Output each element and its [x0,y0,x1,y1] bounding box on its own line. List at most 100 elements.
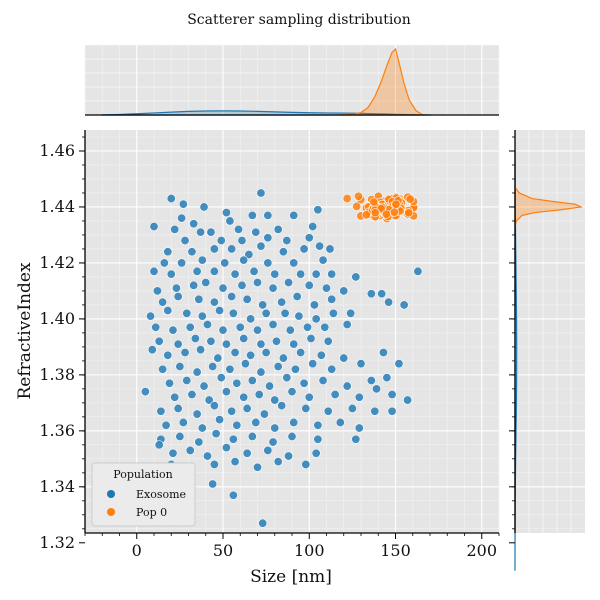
exosome-point [166,269,176,279]
exosome-point [173,339,183,349]
exosome-point [253,278,263,288]
exosome-point [239,255,249,265]
exosome-point [258,300,268,310]
exosome-point [294,311,304,321]
x-tick-label: 150 [380,541,411,560]
exosome-point [277,401,287,411]
exosome-point [237,236,247,246]
exosome-point [289,258,299,268]
exosome-point [209,266,219,276]
pop0-point [342,194,352,204]
exosome-point [282,373,292,383]
exosome-point [158,364,168,374]
exosome-point [256,339,266,349]
exosome-point [285,325,295,335]
exosome-point [221,339,231,349]
y-tick-label: 1.38 [39,365,75,384]
exosome-point [209,297,219,307]
exosome-point [178,417,188,427]
exosome-point [215,415,225,425]
x-tick-label: 200 [466,541,497,560]
exosome-point [187,389,197,399]
exosome-point [394,359,404,369]
exosome-point [163,306,173,316]
right-marginal-grid [514,130,585,544]
pop0-point [361,210,371,220]
pop0-point [352,201,362,211]
exosome-point [356,359,366,369]
exosome-point [261,308,271,318]
exosome-point [315,241,325,251]
exosome-point [221,443,231,453]
exosome-point [173,292,183,302]
exosome-point [271,336,281,346]
legend-marker-pop0 [107,508,115,516]
exosome-point [165,378,175,388]
exosome-point [270,269,280,279]
exosome-point [190,333,200,343]
exosome-point [290,364,300,374]
exosome-point [246,350,256,360]
exosome-point [301,403,311,413]
exosome-point [327,294,337,304]
exosome-point [182,308,192,318]
exosome-point [387,389,397,399]
exosome-point [242,448,252,458]
exosome-point [234,224,244,234]
exosome-point [163,350,173,360]
exosome-point [284,451,294,461]
exosome-point [237,280,247,290]
exosome-point [342,320,352,330]
exosome-point [228,434,238,444]
exosome-point [187,247,197,257]
exosome-point [339,353,349,363]
exosome-point [227,292,237,302]
exosome-point [313,205,323,215]
exosome-point [175,361,185,371]
legend-marker-exosome [107,490,115,498]
exosome-point [280,308,290,318]
exosome-point [253,325,263,335]
main-axes: 0 50 100 150 200 1.32 1.34 1.36 1.38 1.40 1.42 1.4… [39,130,500,560]
exosome-point [185,322,195,332]
exosome-point [177,213,187,223]
exosome-point [242,294,252,304]
exosome-point [351,272,361,282]
exosome-point [209,401,219,411]
right-kde-pop0 [514,185,584,227]
exosome-point [239,392,249,402]
exosome-point [202,451,212,461]
exosome-point [154,440,164,450]
x-axis-label: Size [nm] [250,567,332,587]
right-marginal-ticks [509,136,515,544]
exosome-point [192,367,202,377]
exosome-point [170,224,180,234]
exosome-point [230,457,240,467]
exosome-point [178,199,188,209]
exosome-point [287,387,297,397]
y-tick-label: 1.36 [39,421,75,440]
exosome-point [173,403,183,413]
exosome-point [227,244,237,254]
top-kde-pop0 [340,47,426,116]
exosome-point [149,222,159,232]
exosome-point [225,364,235,374]
legend: Population Exosome Pop 0 [91,462,196,527]
exosome-point [158,297,168,307]
exosome-point [220,258,230,268]
exosome-point [268,283,278,293]
right-marginal-background [515,130,585,533]
exosome-point [216,373,226,383]
pop0-point [381,209,391,219]
exosome-point [284,278,294,288]
x-ticks: 0 50 100 150 200 [84,533,500,560]
exosome-point [194,294,204,304]
exosome-point [299,378,309,388]
exosome-point [168,448,178,458]
x-tick-label: 0 [132,541,142,560]
exosome-point [318,255,328,265]
exosome-point [166,194,176,204]
legend-box [91,462,196,527]
x-tick-label: 100 [294,541,325,560]
